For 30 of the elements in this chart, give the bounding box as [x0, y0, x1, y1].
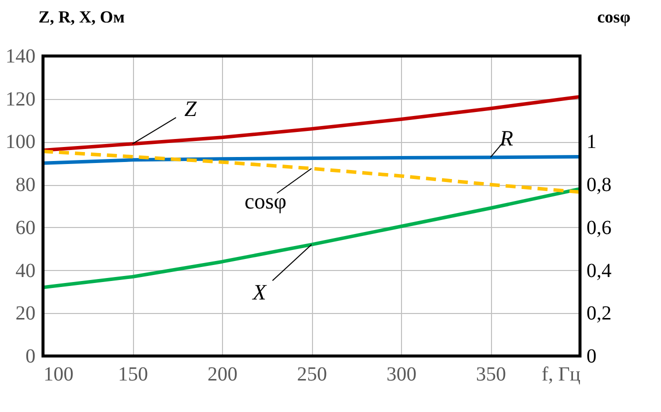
y-tick-label: 20	[16, 302, 36, 325]
y2-tick-label: 0	[586, 346, 596, 368]
x-tick-label: 350	[476, 364, 506, 386]
x-axis-title: f, Гц	[542, 364, 581, 386]
y-tick-label: 120	[6, 88, 36, 110]
y-tick-label: 100	[6, 131, 36, 154]
line-series	[43, 154, 580, 165]
y2-tick-label: 0,6	[586, 216, 612, 239]
x-tick-label: 150	[118, 364, 148, 386]
line-series	[43, 150, 580, 194]
y-tick-label: 60	[16, 216, 36, 239]
y2-tick-label: 0,2	[586, 302, 612, 325]
y-tick-label: 40	[16, 260, 36, 282]
x-tick-label: 300	[386, 364, 416, 386]
y-tick-label: 140	[6, 46, 36, 68]
line-series	[43, 94, 580, 152]
y-axis-title: Z, R, X, Ом	[38, 8, 126, 26]
series-label: R	[498, 125, 514, 150]
y2-tick-label: 0,4	[586, 260, 612, 282]
y2-axis-title: cosφ	[597, 8, 631, 26]
series-label: cosφ	[244, 188, 287, 214]
x-tick-label: 100	[44, 364, 74, 386]
y2-tick-label: 1	[586, 131, 596, 154]
series-label: X	[252, 280, 268, 305]
series-label: Z	[184, 96, 198, 121]
y-tick-label: 0	[26, 346, 36, 368]
x-tick-label: 200	[208, 364, 238, 386]
y2-tick-label: 0,8	[586, 174, 612, 196]
x-tick-label: 250	[297, 364, 327, 386]
y-tick-label: 80	[16, 174, 36, 196]
